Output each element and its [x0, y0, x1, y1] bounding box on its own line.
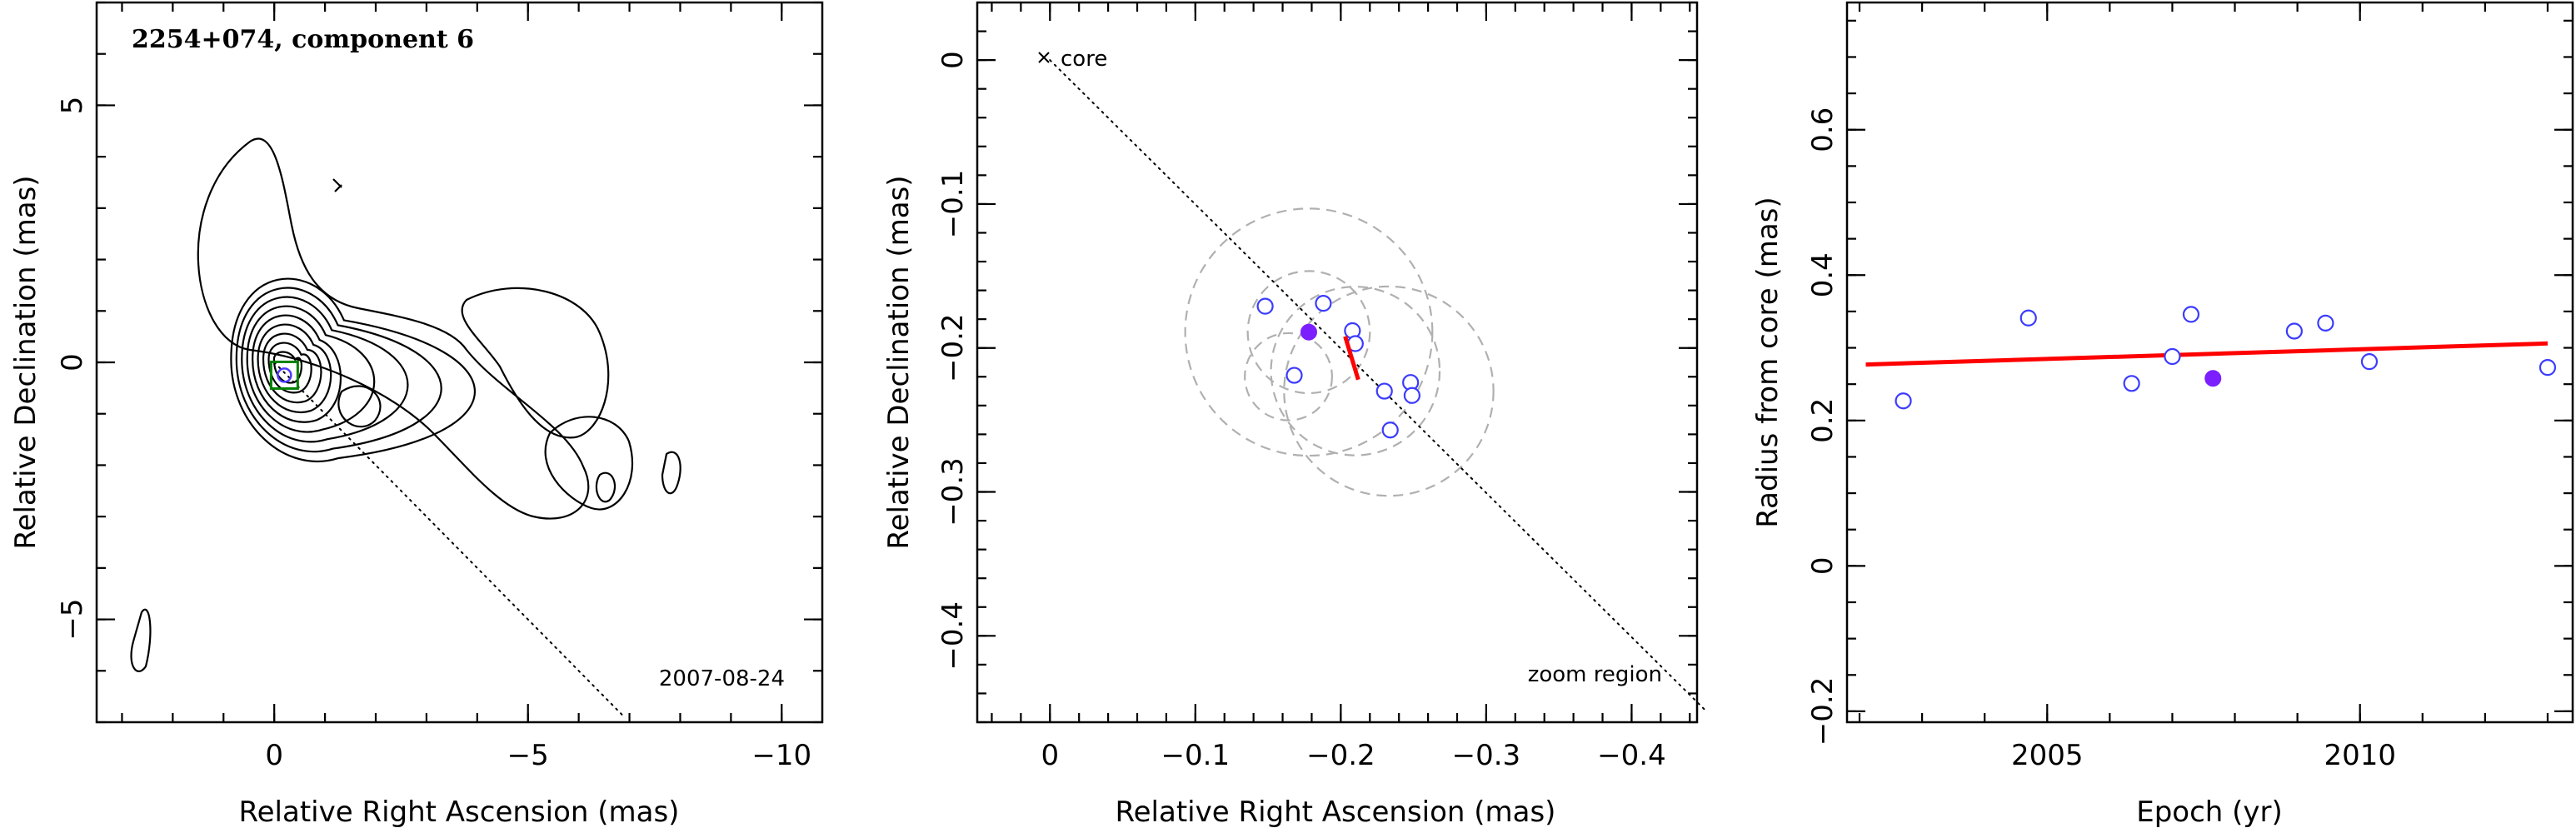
core-label: core — [1061, 47, 1107, 72]
uncertainty-circle — [1270, 286, 1441, 456]
position-point — [1375, 382, 1393, 400]
y-tick-label: 0.2 — [1806, 398, 1840, 443]
contour-level — [595, 471, 617, 503]
velocity-vector — [1343, 336, 1360, 381]
radius-point — [2285, 322, 2303, 340]
position-point — [1315, 295, 1332, 312]
panel-title: 2254+074, component 6 — [132, 25, 474, 54]
contour-level — [461, 287, 610, 439]
x-tick-label: 0 — [265, 739, 283, 772]
jet-direction-line — [273, 362, 626, 718]
component-box — [269, 360, 299, 390]
date-label: 2007-08-24 — [659, 666, 785, 691]
zoom-region-label: zoom region — [1528, 662, 1662, 687]
radius-point — [2164, 347, 2181, 366]
uncertainty-circle — [1246, 270, 1371, 395]
component-marker — [277, 367, 292, 383]
contour-level — [337, 385, 382, 428]
y-tick-label: 0.6 — [1806, 107, 1840, 152]
radius-point — [2317, 314, 2334, 332]
contour-level — [252, 314, 342, 423]
plot-frame — [1845, 1, 2574, 724]
y-tick-label: −0.2 — [936, 313, 970, 382]
radius-point — [2360, 353, 2379, 371]
y-axis-label: Radius from core (mas) — [1751, 197, 1785, 527]
contour-level — [272, 351, 303, 384]
contour-level — [544, 416, 634, 511]
y-tick-label: 0 — [1806, 557, 1840, 576]
x-tick-label: −5 — [507, 739, 549, 772]
position-point — [1286, 367, 1303, 384]
contour-level — [230, 277, 477, 463]
uncertainty-circle — [1184, 207, 1434, 457]
y-tick-label: −0.2 — [1806, 677, 1840, 746]
uncertainty-circle — [1244, 332, 1333, 421]
contour-level — [241, 296, 409, 443]
panel-radius-epoch: 2005 2010 −0.2 0 0.2 0.4 0.6 Epoch (yr) Radius… — [1751, 1, 2574, 829]
contour-map — [130, 137, 681, 672]
uncertainty-circle — [1283, 285, 1495, 497]
x-tick-label: 2005 — [2011, 739, 2084, 772]
x-tick-label: −0.3 — [1452, 739, 1521, 772]
contour-level — [246, 305, 376, 433]
radius-point — [2019, 309, 2037, 327]
x-tick-label: −0.1 — [1161, 739, 1231, 772]
x-axis-label: Epoch (yr) — [2136, 796, 2283, 829]
panel-contour-map: 0 −5 −10 −5 0 5 2254+074, component 6 2007-08… — [9, 1, 824, 829]
panel-zoom-positions: 0 −0.1 −0.2 −0.3 −0.40−0.1−0.2−0.3−0.4 core … — [882, 1, 1705, 829]
y-tick-label: −0.3 — [936, 457, 970, 526]
x-tick-label: −0.2 — [1306, 739, 1375, 772]
radius-point — [2123, 375, 2140, 392]
contour-level — [235, 287, 442, 453]
y-axis-label: Relative Declination (mas) — [882, 175, 916, 549]
jet-direction-line — [1049, 59, 1705, 711]
y-axis-label: Relative Declination (mas) — [9, 175, 42, 549]
x-axis-label: Relative Right Ascension (mas) — [1116, 796, 1556, 829]
y-tick-label: 0 — [936, 51, 970, 69]
contour-level — [262, 332, 322, 404]
position-point — [1256, 297, 1274, 315]
y-tick-label: −0.4 — [936, 601, 970, 671]
current-epoch-point — [1300, 323, 1317, 341]
contour-level — [257, 323, 332, 413]
x-tick-label: 2010 — [2324, 739, 2396, 772]
y-tick-label: 0.4 — [1806, 252, 1840, 297]
y-tick-label: 0 — [56, 353, 89, 372]
contour-level — [267, 342, 312, 394]
position-point — [1381, 421, 1399, 439]
radius-point — [2539, 359, 2557, 377]
y-tick-label: −0.1 — [936, 170, 970, 239]
y-tick-label: −5 — [56, 599, 89, 641]
current-epoch-point — [2204, 370, 2222, 387]
position-point — [1403, 387, 1420, 404]
radius-point — [1895, 392, 1912, 410]
x-tick-label: −0.4 — [1597, 739, 1666, 772]
x-axis-label: Relative Right Ascension (mas) — [239, 796, 680, 829]
radius-point — [2182, 306, 2200, 323]
x-tick-label: 0 — [1041, 739, 1059, 772]
fit-line — [1865, 341, 2549, 367]
plot-frame — [976, 1, 1699, 724]
contour-level — [332, 178, 342, 192]
contour-level — [130, 608, 152, 672]
contour-level — [661, 451, 681, 495]
core-marker — [1038, 52, 1050, 63]
contour-level — [197, 137, 590, 520]
y-tick-label: 5 — [56, 97, 89, 115]
x-tick-label: −10 — [751, 739, 811, 772]
